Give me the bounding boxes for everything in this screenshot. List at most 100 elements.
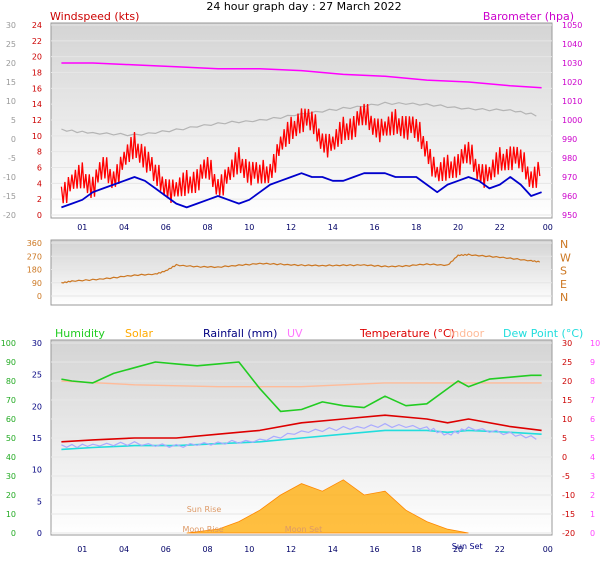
x-tick-label: 16 [369,223,379,232]
uv-tick-label: 5 [590,434,595,443]
windspeed-tick-label: 16 [32,84,42,93]
outer-y-tick-label: -20 [3,211,16,220]
x-tick-label: 06 [161,545,171,554]
outer-y-tick-label: 5 [11,116,16,125]
windspeed-tick-label: 12 [32,116,42,125]
uv-tick-label: 7 [590,396,595,405]
wind-direction-line [61,253,541,284]
temperature-tick-label: -5 [562,472,570,481]
x-tick-label: 18 [411,223,421,232]
uv-tick-label: 4 [590,453,595,462]
outer-y-tick-label: 0 [11,135,16,144]
outer-y-tick-label: 20 [6,59,16,68]
outer-y-tick-label: 15 [6,78,16,87]
barometer-tick-label: 950 [562,211,577,220]
legend-item: Indoor [449,327,485,340]
x-tick-label: 04 [119,223,129,232]
barometer-tick-label: 1000 [562,116,582,125]
temperature-tick-label: -20 [562,529,575,538]
temperature-tick-label: -15 [562,510,575,519]
uv-tick-label: 9 [590,358,595,367]
x-tick-label: 20 [453,545,463,554]
barometer-tick-label: 990 [562,135,577,144]
legend-item: Temperature (°C) [359,327,455,340]
temperature-tick-label: 20 [562,377,572,386]
x-tick-label: 10 [244,223,254,232]
temperature-tick-label: 0 [562,453,567,462]
legend-item: Humidity [55,327,105,340]
humidity-tick-label: 20 [6,491,16,500]
x-tick-label: 18 [411,545,421,554]
temp-panel-legend: Humidity Solar Rainfall (mm) UV Temperature … [55,327,583,340]
temperature-tick-label: 25 [562,358,572,367]
x-tick-label: 08 [202,223,212,232]
uv-tick-label: 10 [590,339,600,348]
direction-tick-label: 180 [27,266,42,275]
x-tick-label: 10 [244,545,254,554]
rainfall-tick-label: 25 [32,371,42,380]
direction-tick-label: 90 [32,279,42,288]
compass-label: N [560,238,568,251]
rainfall-tick-label: 30 [32,339,42,348]
barometer-tick-label: 1050 [562,21,582,30]
humidity-tick-label: 70 [6,396,16,405]
rainfall-tick-label: 20 [32,402,42,411]
sun-moon-annotation: Sun Rise [187,505,222,514]
barometer-tick-label: 980 [562,154,577,163]
x-tick-label: 06 [161,223,171,232]
humidity-tick-label: 100 [1,339,16,348]
x-tick-label: 14 [328,545,338,554]
temperature-tick-label: 10 [562,415,572,424]
rainfall-tick-label: 0 [37,529,42,538]
indoor-line [61,380,542,388]
temperature-line [61,414,542,443]
barometer-label: Barometer (hpa) [483,10,574,23]
uv-tick-label: 3 [590,472,595,481]
x-tick-label: 00 [543,545,553,554]
barometer-tick-label: 1040 [562,40,582,49]
windspeed-tick-label: 10 [32,132,42,141]
rainfall-tick-label: 15 [32,434,42,443]
outer-y-tick-label: 10 [6,97,16,106]
windspeed-tick-label: 24 [32,21,42,30]
x-tick-label: 22 [495,223,505,232]
windspeed-tick-label: 8 [37,148,42,157]
humidity-tick-label: 30 [6,472,16,481]
humidity-tick-label: 0 [11,529,16,538]
humidity-tick-label: 40 [6,453,16,462]
humidity-line [61,361,542,413]
direction-tick-label: 270 [27,252,42,261]
x-tick-label: 01 [77,545,87,554]
legend-item: Rainfall (mm) [203,327,277,340]
windspeed-tick-label: 4 [37,179,42,188]
x-tick-label: 12 [286,223,296,232]
barometer-tick-label: 960 [562,192,577,201]
direction-panel-frame [50,239,553,306]
chart-title: 24 hour graph day : 27 March 2022 [206,0,401,13]
windspeed-tick-label: 18 [32,69,42,78]
humidity-tick-label: 60 [6,415,16,424]
windspeed-tick-label: 22 [32,37,42,46]
sun-moon-annotation: Sun Set [452,542,483,551]
uv-tick-label: 6 [590,415,595,424]
wind-gust-line [60,103,541,204]
barometer-tick-label: 970 [562,173,577,182]
uv-tick-label: 8 [590,377,595,386]
legend-item: Solar [125,327,154,340]
windspeed-tick-label: 2 [37,195,42,204]
uv-tick-label: 2 [590,491,595,500]
barometer-tick-label: 1030 [562,59,582,68]
compass-label: E [560,278,567,291]
outer-y-tick-label: -10 [3,173,16,182]
uv-tick-label: 0 [590,529,595,538]
direction-tick-label: 360 [27,239,42,248]
uv-band-line [61,422,537,449]
barometer-tick-label: 1010 [562,97,582,106]
outer-y-tick-label: 25 [6,40,16,49]
legend-item: Dew Point (°C) [503,327,583,340]
temperature-tick-label: 30 [562,339,572,348]
outer-y-tick-label: -15 [3,192,16,201]
temperature-tick-label: -10 [562,491,575,500]
temperature-tick-label: 5 [562,434,567,443]
